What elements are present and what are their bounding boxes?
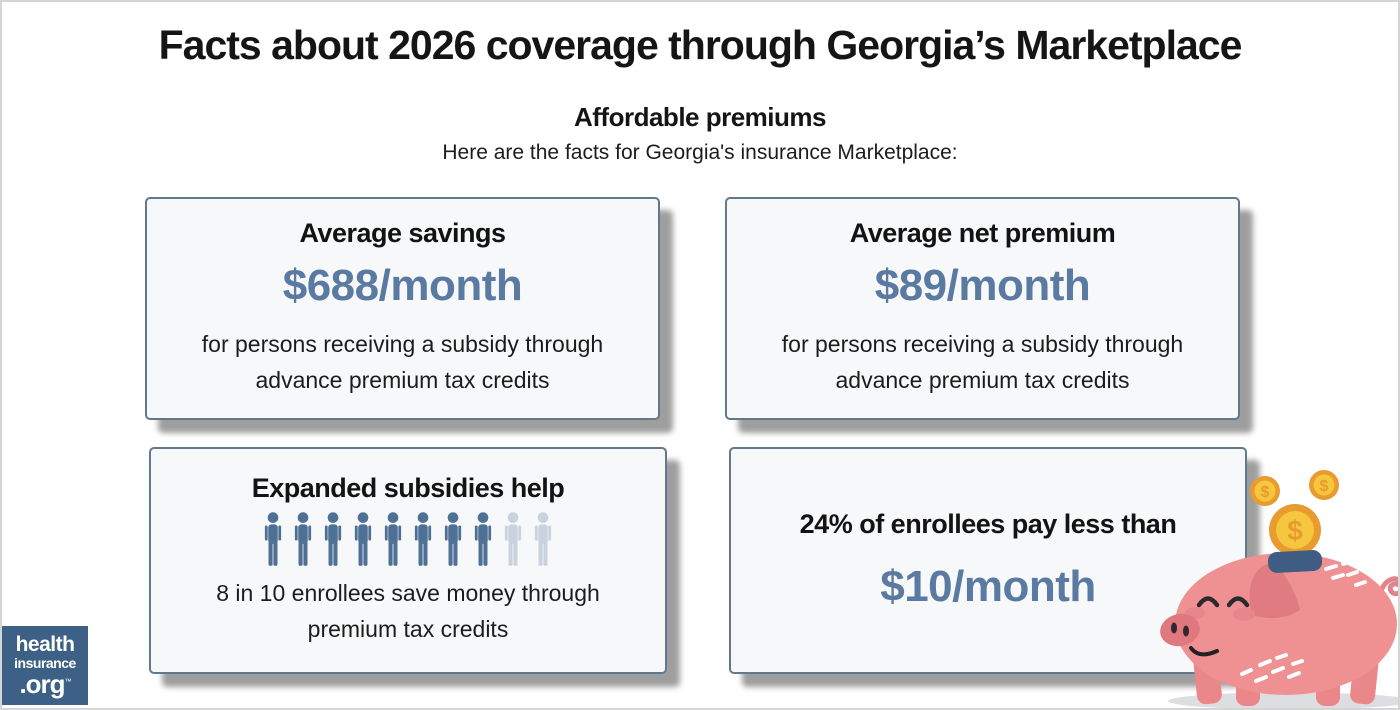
pig-smile: [1189, 646, 1219, 657]
card-heading: 24% of enrollees pay less than: [799, 509, 1177, 539]
card-description: 8 in 10 enrollees save money through pre…: [216, 580, 600, 642]
piggy-bank-icon: $ $ $: [1160, 470, 1398, 708]
person-icon: [444, 512, 462, 567]
card-value: $688/month: [282, 261, 523, 311]
card-description: for persons receiving a subsidy through …: [781, 331, 1184, 393]
card-value: $89/month: [874, 261, 1091, 311]
person-icon: [414, 512, 432, 567]
pig-ear: [1249, 563, 1300, 619]
pig-belly-dashes: [1240, 653, 1304, 683]
card-heading: Average net premium: [849, 218, 1116, 249]
logo-line-2: insurance: [14, 655, 76, 671]
trademark-symbol: ™: [64, 678, 72, 686]
svg-text:$: $: [1287, 515, 1303, 546]
pig-ground-shadow: [1168, 692, 1398, 708]
card-heading: Expanded subsidies help: [251, 473, 565, 504]
page-title: Facts about 2026 coverage through Georgi…: [158, 22, 1243, 68]
pig-back-dashes: [1324, 559, 1367, 587]
coin-small-icon: $: [1309, 470, 1339, 500]
person-icon: [354, 512, 372, 567]
card-value: $10/month: [880, 562, 1096, 611]
svg-text:$: $: [1261, 484, 1270, 501]
card-pay-less-than: 24% of enrollees pay less than $10/month: [729, 447, 1247, 674]
pig-eye: [1196, 596, 1220, 608]
svg-text:$: $: [1320, 478, 1329, 495]
card-average-net-premium: Average net premium $89/month for person…: [725, 197, 1240, 420]
person-icon: [474, 512, 492, 567]
logo-line-1: health: [15, 633, 75, 656]
coin-slot: [1267, 550, 1323, 573]
pig-nostril: [1183, 625, 1189, 637]
card-average-savings: Average savings $688/month for persons r…: [145, 197, 660, 420]
pig-blush: [1233, 607, 1255, 621]
person-icon: [294, 512, 312, 567]
logo-line-3: .org™: [19, 669, 72, 699]
pig-nostril: [1171, 622, 1177, 634]
page-subtitle: Affordable premiums: [574, 102, 827, 132]
card-expanded-subsidies: Expanded subsidies help 8 in 10 enrollee…: [149, 447, 667, 674]
coin-small-icon: $: [1250, 476, 1280, 506]
person-icon: [324, 512, 342, 567]
card-description: for persons receiving a subsidy through …: [201, 331, 604, 393]
person-icon: [264, 512, 282, 567]
person-icon: [504, 512, 522, 567]
person-icon: [384, 512, 402, 567]
card-heading: Average savings: [299, 218, 506, 249]
coin-large-icon: $: [1269, 504, 1321, 556]
enrollee-pictograph: [260, 512, 556, 568]
healthinsurance-org-logo: health insurance .org™: [2, 626, 88, 705]
pig-body: [1175, 553, 1397, 695]
pig-snout: [1160, 613, 1200, 647]
pig-tail: [1378, 576, 1398, 597]
pig-eye: [1226, 596, 1250, 608]
page-intro: Here are the facts for Georgia's insuran…: [442, 141, 958, 164]
person-icon: [534, 512, 552, 567]
